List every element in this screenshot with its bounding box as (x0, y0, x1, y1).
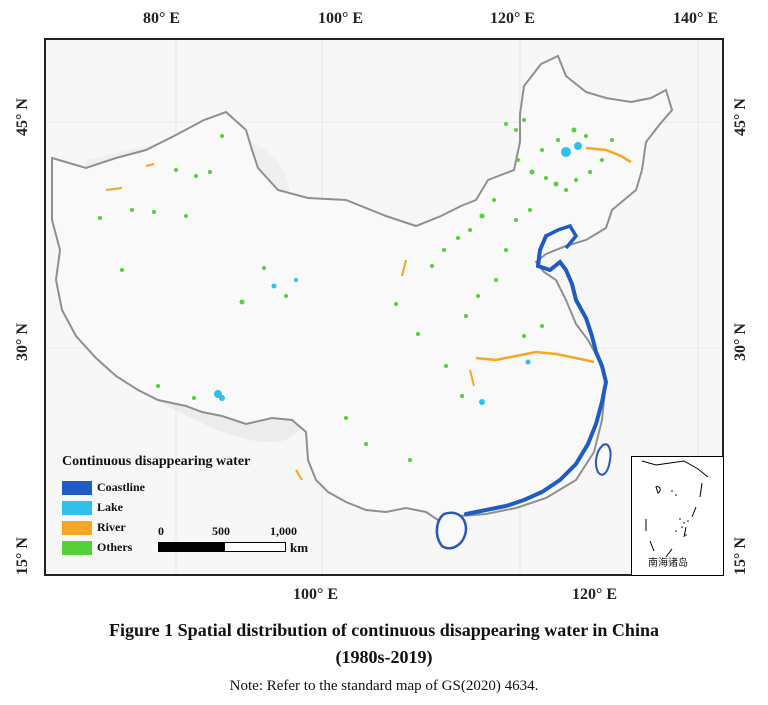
legend-swatch-river (62, 521, 92, 536)
legend-swatch-coastline (62, 481, 92, 496)
lon-label-120e-top: 120° E (490, 10, 536, 27)
lat-label-30n-right: 30° N (731, 323, 749, 361)
scale-bar-black-segment (158, 542, 224, 552)
map-frame (44, 38, 724, 576)
scale-unit: km (290, 540, 309, 555)
coastline-water (464, 234, 609, 516)
scale-tick-500: 500 (212, 524, 230, 538)
coastline-water-bohai (545, 223, 579, 250)
legend-label-others: Others (97, 540, 133, 554)
china-boundary (51, 54, 674, 532)
lat-label-45n-right: 45° N (731, 98, 749, 136)
figure-caption-line2: (1980s-2019) (335, 647, 433, 667)
lon-label-80e-top: 80° E (143, 10, 181, 27)
river-water-west (105, 163, 155, 191)
legend-swatch-others (62, 541, 92, 556)
legend-title: Continuous disappearing water (62, 454, 251, 469)
lake-water (214, 142, 582, 405)
river-water-central (295, 259, 475, 481)
legend-item-others: Others (62, 540, 133, 556)
scale-tick-0: 0 (158, 524, 164, 538)
lat-label-15n-right: 15° N (731, 537, 749, 575)
legend-item-lake: Lake (62, 500, 124, 516)
lon-label-120e-bottom: 120° E (572, 586, 618, 603)
scale-tick-1000: 1,000 (270, 524, 297, 538)
figure-note: Note: Refer to the standard map of GS(20… (229, 678, 539, 694)
scale-bar-white-segment (224, 542, 286, 552)
map-canvas (46, 40, 722, 574)
lat-label-45n-left: 45° N (13, 98, 31, 136)
lat-label-30n-left: 30° N (13, 323, 31, 361)
lon-label-100e-top: 100° E (318, 10, 364, 27)
legend-swatch-lake (62, 501, 92, 516)
legend-label-lake: Lake (97, 500, 124, 514)
lat-label-15n-left: 15° N (13, 537, 31, 575)
legend-label-coastline: Coastline (97, 480, 145, 494)
inset-label: 南海诸岛 (648, 558, 688, 569)
south-china-sea-inset: 南海诸岛 (631, 456, 724, 576)
inset-map (641, 460, 709, 558)
yangtze-river-water (475, 350, 595, 364)
others-water (98, 118, 614, 462)
figure-caption-line1: Figure 1 Spatial distribution of continu… (109, 620, 659, 640)
lon-label-140e-top: 140° E (673, 10, 719, 27)
taiwan-island (594, 443, 612, 476)
river-water-north (585, 146, 632, 164)
lon-label-100e-bottom: 100° E (293, 586, 339, 603)
legend-item-coastline: Coastline (62, 480, 145, 496)
hainan-island (435, 511, 468, 550)
map-legend: Continuous disappearing water Coastline … (62, 454, 251, 556)
legend-label-river: River (97, 520, 126, 534)
legend-item-river: River (62, 520, 126, 536)
